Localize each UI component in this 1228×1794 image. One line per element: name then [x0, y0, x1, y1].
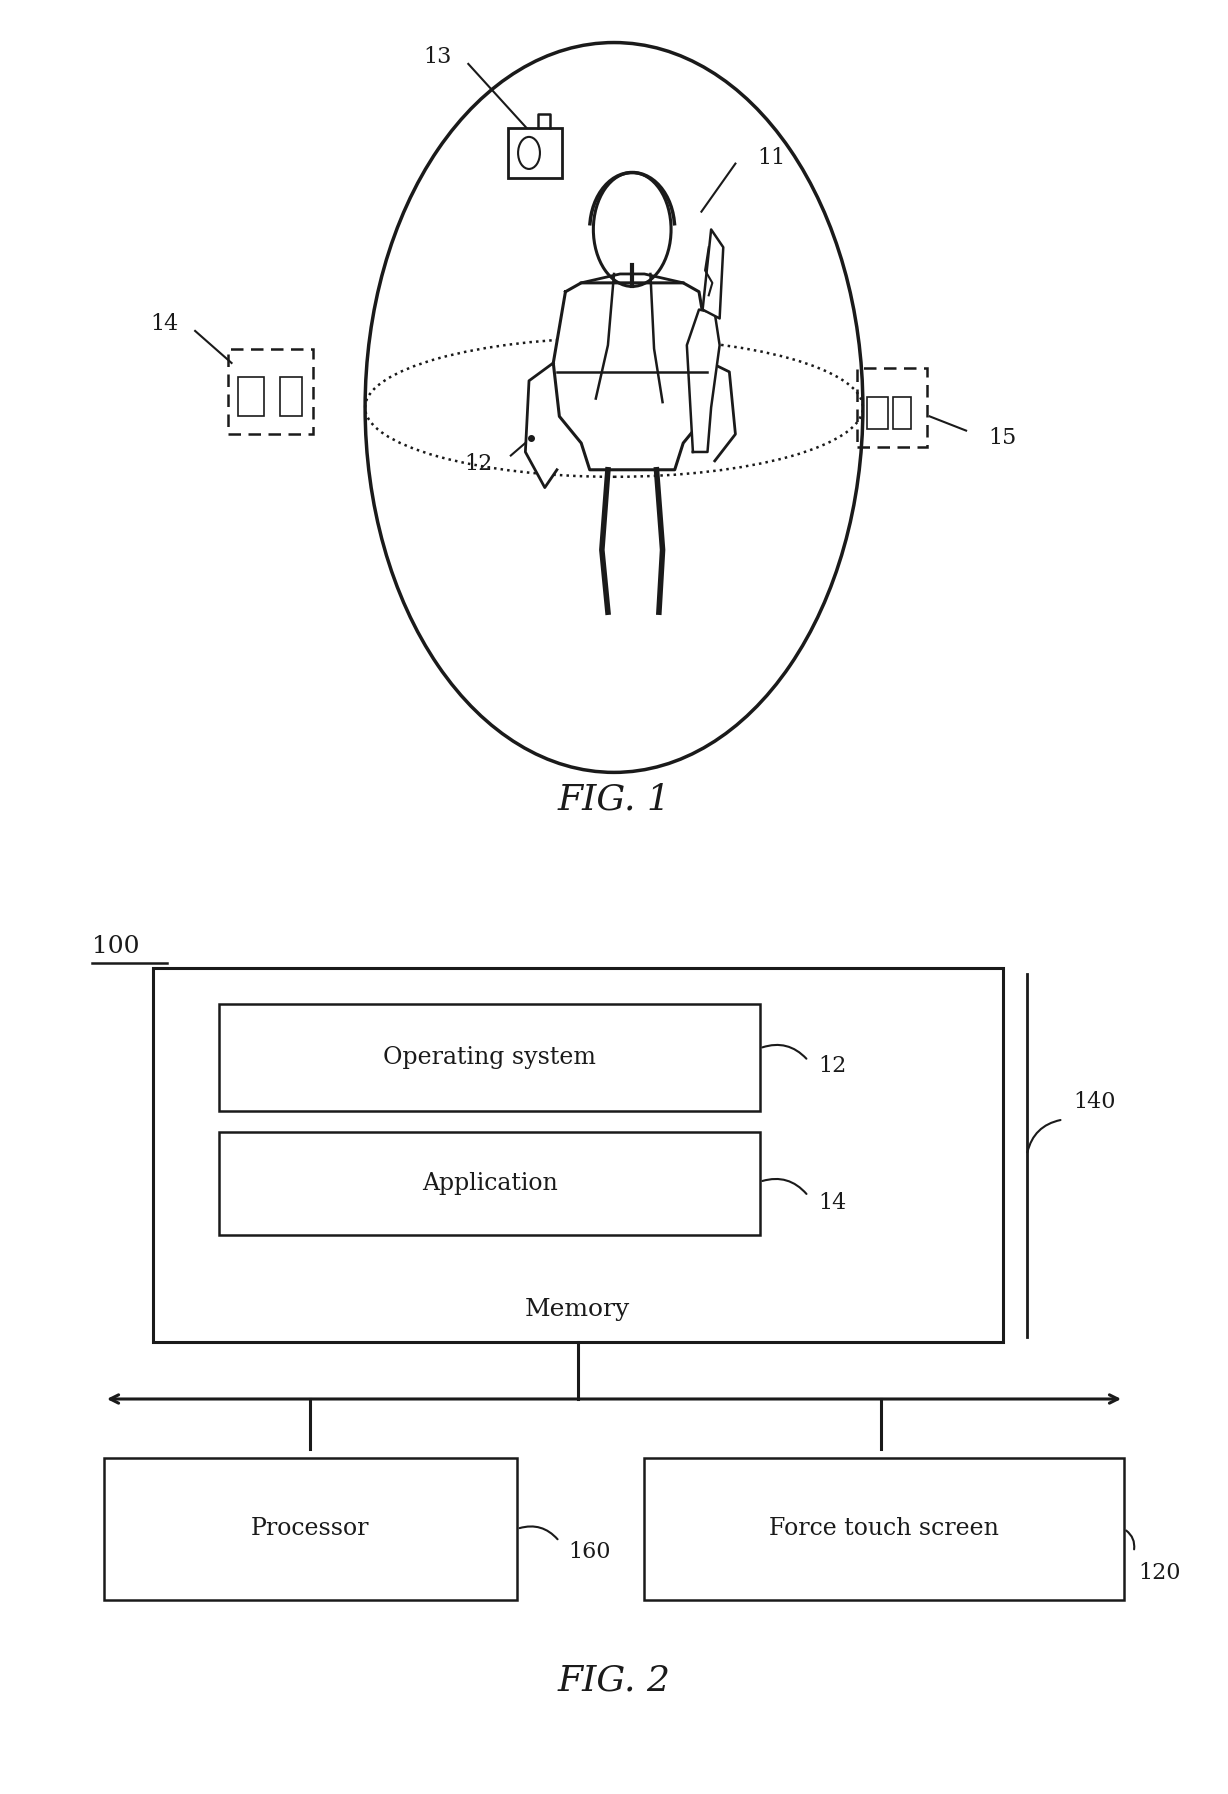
Bar: [893, 396, 911, 429]
Text: 14: 14: [151, 312, 179, 335]
Polygon shape: [686, 310, 720, 452]
Bar: [220, 1132, 760, 1236]
Bar: [238, 377, 264, 416]
Text: 13: 13: [424, 47, 452, 68]
Text: FIG. 1: FIG. 1: [558, 782, 670, 816]
Polygon shape: [702, 230, 723, 319]
Text: 14: 14: [818, 1193, 846, 1215]
Polygon shape: [554, 283, 711, 470]
Bar: [104, 1459, 517, 1600]
Text: 140: 140: [1073, 1091, 1115, 1112]
Text: 12: 12: [818, 1055, 846, 1076]
Bar: [508, 127, 561, 178]
Bar: [867, 396, 888, 429]
Text: Memory: Memory: [524, 1299, 630, 1322]
Text: Application: Application: [421, 1171, 558, 1195]
Text: 160: 160: [567, 1541, 610, 1563]
Polygon shape: [526, 362, 558, 488]
Text: 120: 120: [1138, 1563, 1181, 1584]
Text: Operating system: Operating system: [383, 1046, 596, 1069]
Bar: [152, 969, 1002, 1342]
Circle shape: [593, 172, 670, 287]
Text: 12: 12: [464, 454, 492, 475]
Text: 100: 100: [92, 935, 140, 958]
Text: Processor: Processor: [252, 1518, 370, 1541]
Text: 11: 11: [758, 147, 786, 169]
Bar: [280, 377, 302, 416]
Text: 15: 15: [989, 427, 1017, 448]
Bar: [645, 1459, 1124, 1600]
Polygon shape: [711, 362, 736, 461]
Circle shape: [518, 136, 540, 169]
Text: Force touch screen: Force touch screen: [769, 1518, 1000, 1541]
Bar: [220, 1005, 760, 1110]
Text: FIG. 2: FIG. 2: [558, 1663, 670, 1697]
